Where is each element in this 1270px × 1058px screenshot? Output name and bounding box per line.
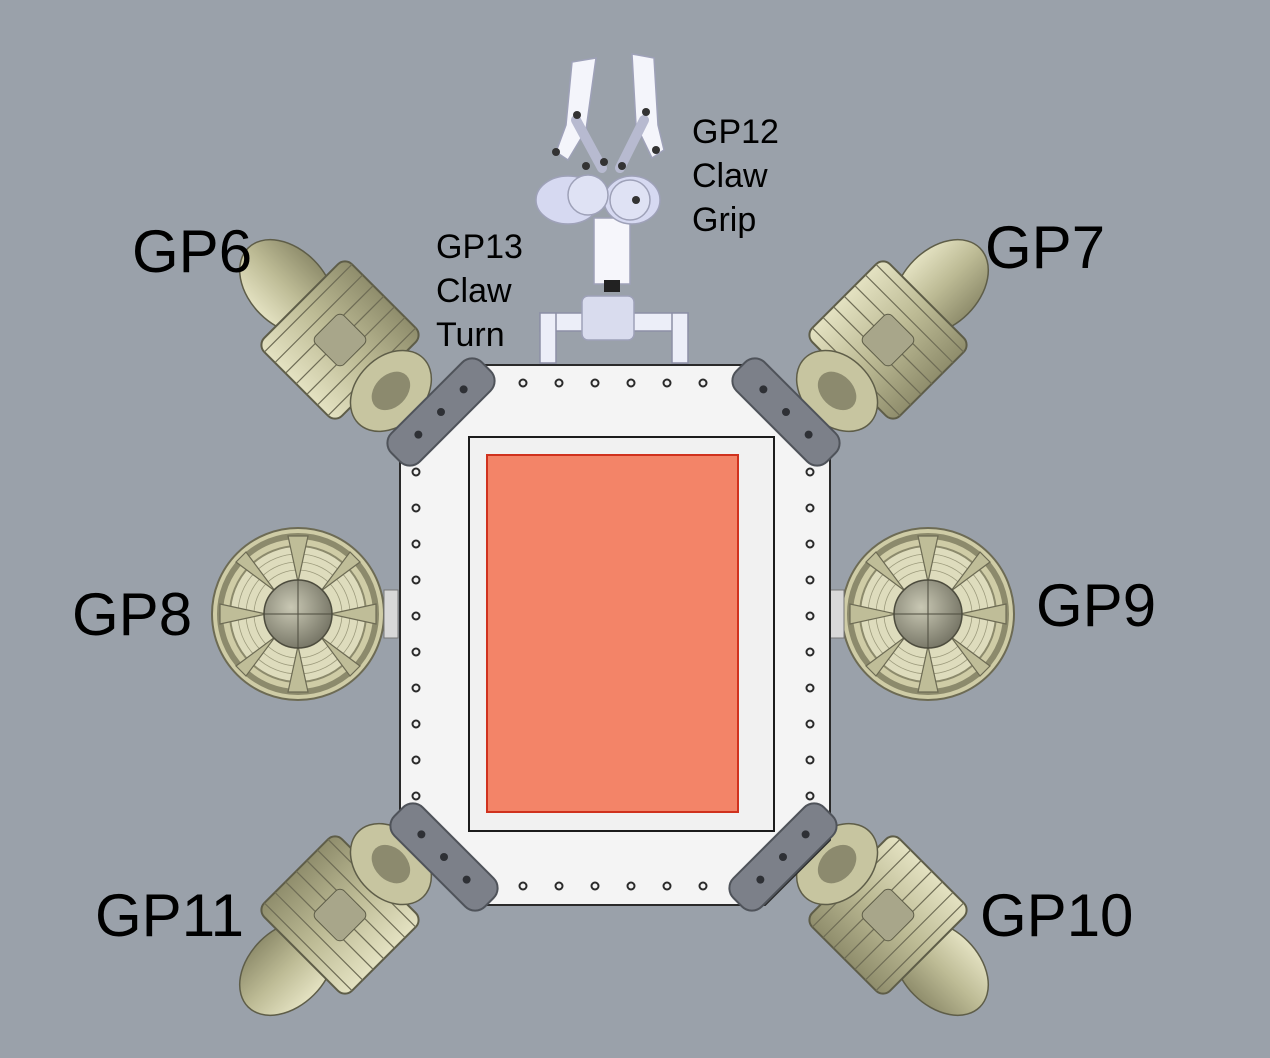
label-claw-grip-line1: Claw	[692, 157, 768, 195]
label-claw-turn-pin: GP13	[436, 228, 523, 266]
label-gp7: GP7	[985, 214, 1106, 281]
claw-assembly	[535, 53, 665, 292]
claw-turn-mount	[539, 295, 689, 364]
thruster-gp8	[212, 528, 384, 700]
label-claw-turn-line2: Turn	[436, 316, 505, 354]
label-gp6: GP6	[132, 218, 253, 285]
label-gp10: GP10	[980, 882, 1134, 949]
label-gp8: GP8	[72, 581, 193, 648]
rov-frame	[399, 364, 831, 906]
label-claw-grip-line2: Grip	[692, 201, 757, 239]
thruster-gp9-mount	[829, 589, 845, 639]
label-claw-grip: GP12 Claw Grip	[692, 110, 779, 242]
label-claw-turn: GP13 Claw Turn	[436, 225, 523, 357]
electronics-panel	[486, 454, 739, 813]
frame-bolts	[411, 378, 815, 891]
label-claw-turn-line1: Claw	[436, 272, 512, 310]
thruster-gp8-mount	[383, 589, 399, 639]
label-gp11: GP11	[95, 882, 244, 949]
label-claw-grip-pin: GP12	[692, 113, 779, 151]
label-gp9: GP9	[1036, 572, 1157, 639]
thruster-gp9	[842, 528, 1014, 700]
